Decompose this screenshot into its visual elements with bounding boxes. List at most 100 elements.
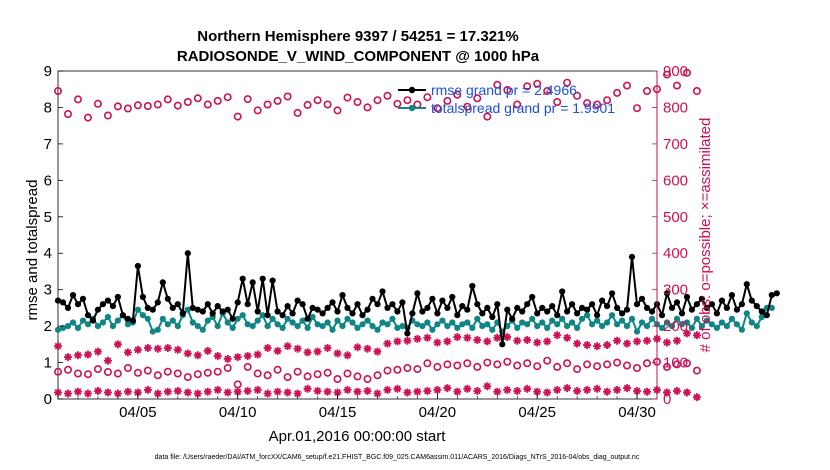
rmse-point	[384, 304, 391, 311]
rmse-point	[269, 277, 276, 284]
obs_assimilated_high-marker	[443, 337, 452, 346]
obs_possible_low-marker	[273, 365, 282, 374]
obs_assimilated_low-marker	[633, 386, 642, 395]
totalspread-point	[74, 324, 82, 331]
totalspread-point	[349, 319, 356, 326]
obs_assimilated_low-marker	[593, 384, 602, 393]
totalspread-point	[678, 321, 686, 328]
obs_assimilated_high-marker	[303, 348, 312, 357]
rmse-point	[149, 306, 156, 313]
rmse-point	[758, 308, 765, 315]
rmse-point	[159, 279, 166, 286]
rmse-point	[64, 304, 72, 311]
totalspread-point	[708, 321, 716, 328]
obs_assimilated_low-marker	[54, 388, 62, 397]
totalspread-point	[673, 315, 681, 322]
obs_possible_high-marker	[173, 101, 182, 110]
obs_possible_low-marker	[603, 360, 612, 369]
totalspread-point	[698, 323, 706, 330]
y-right-tick-label: 400	[663, 245, 688, 262]
obs_assimilated_high-marker	[143, 343, 152, 352]
obs_assimilated_high-marker	[273, 346, 282, 355]
rmse-point	[109, 303, 116, 310]
rmse-point	[574, 310, 581, 317]
y-left-tick-label: 5	[44, 209, 52, 226]
rmse-point	[249, 279, 256, 286]
rmse-point	[169, 304, 176, 311]
rmse-point	[614, 304, 621, 311]
rmse-point	[439, 297, 446, 304]
obs_assimilated_low-marker	[113, 389, 122, 398]
rmse-point	[663, 290, 671, 297]
obs_assimilated_low-marker	[373, 389, 382, 398]
rmse-point	[424, 304, 431, 311]
totalspread-point	[149, 328, 156, 335]
totalspread-point	[743, 310, 750, 317]
obs_assimilated_high-marker	[353, 343, 362, 352]
obs_assimilated_high-marker	[613, 336, 622, 345]
rmse-point	[678, 310, 686, 317]
obs_possible_high-marker	[622, 81, 631, 90]
totalspread-point	[384, 321, 391, 328]
obs_possible_low-marker	[383, 366, 392, 375]
x-tick-label: 04/25	[518, 404, 556, 421]
obs_possible_high-marker	[692, 87, 701, 96]
obs_assimilated_high-marker	[213, 351, 222, 360]
obs_possible_high-marker	[293, 108, 302, 117]
rmse-point	[259, 275, 266, 282]
totalspread-point	[354, 324, 361, 331]
totalspread-point	[229, 324, 236, 331]
rmse-point	[429, 295, 436, 302]
rmse-point	[569, 301, 576, 308]
y-right-tick-label: 200	[663, 318, 688, 335]
obs_possible_low-marker	[233, 380, 242, 389]
obs_possible_low-marker	[453, 361, 462, 370]
rmse-point	[633, 301, 641, 308]
totalspread-point	[439, 317, 446, 324]
rmse-point	[494, 301, 501, 308]
obs_possible_low-marker	[363, 374, 372, 383]
obs_possible_high-marker	[473, 94, 482, 103]
y-right-tick-label: 900	[663, 63, 688, 80]
obs_possible_low-marker	[692, 366, 701, 375]
obs_possible_low-marker	[672, 360, 681, 369]
rmse-point	[748, 297, 755, 304]
totalspread-point	[194, 323, 201, 330]
obs_possible_low-marker	[373, 371, 382, 380]
rmse-point	[628, 253, 636, 260]
rmse-point	[589, 301, 596, 308]
obs_assimilated_low-marker	[193, 389, 202, 398]
obs_assimilated_high-marker	[543, 337, 552, 346]
rmse-point	[693, 301, 701, 308]
rmse-point	[349, 310, 356, 317]
totalspread-point	[279, 324, 286, 331]
totalspread-point	[204, 317, 211, 324]
rmse-point	[474, 301, 481, 308]
rmse-point	[549, 303, 556, 310]
totalspread-point	[274, 321, 281, 328]
rmse-point	[489, 313, 496, 321]
obs_assimilated_low-marker	[83, 389, 92, 398]
y-left-tick-label: 7	[44, 136, 52, 153]
totalspread-point	[628, 315, 636, 322]
obs_possible_low-marker	[613, 358, 622, 367]
rmse-point	[284, 303, 291, 310]
totalspread-point	[658, 324, 666, 331]
obs_possible_high-marker	[373, 96, 382, 105]
obs_assimilated_high-marker	[433, 338, 442, 347]
totalspread-point	[713, 324, 721, 331]
rmse-point	[454, 312, 461, 319]
totalspread-point	[688, 324, 696, 331]
rmse-point	[124, 315, 131, 322]
totalspread-point	[324, 319, 331, 326]
obs_assimilated_high-marker	[203, 346, 212, 355]
rmse-point	[499, 341, 506, 348]
y-left-tick-label: 4	[44, 245, 52, 262]
obs_possible_low-marker	[533, 362, 542, 371]
totalspread-point	[414, 321, 421, 328]
rmse-point	[304, 315, 311, 322]
totalspread-point	[683, 319, 691, 326]
rmse-point	[144, 304, 151, 311]
rmse-point	[643, 304, 651, 311]
obs_assimilated_high-marker	[323, 343, 332, 352]
